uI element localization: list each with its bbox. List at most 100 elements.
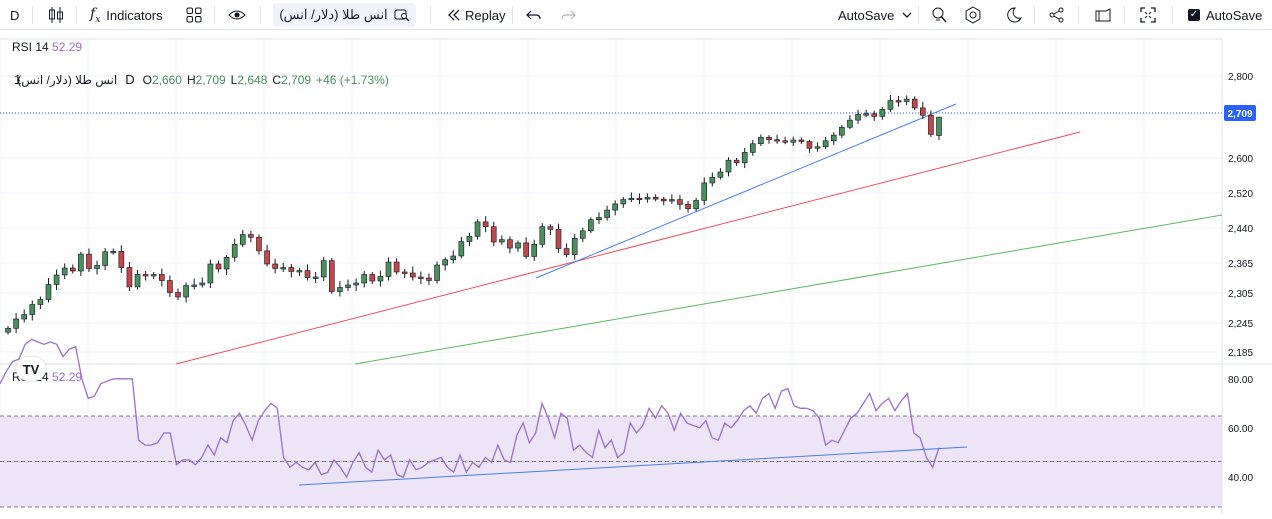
divider xyxy=(214,6,215,24)
symbol-search-button[interactable]: انس طلا (دلار/ انس) xyxy=(273,3,416,27)
divider xyxy=(1034,6,1035,24)
candle xyxy=(320,256,327,281)
candle xyxy=(766,135,772,144)
legend-open: 2,660 xyxy=(152,73,182,87)
candle xyxy=(418,271,424,284)
candle xyxy=(377,270,384,287)
legend-open-label: O xyxy=(143,73,152,87)
price-tick-label: 2,520 xyxy=(1228,189,1253,200)
candle xyxy=(741,147,748,169)
rsi-trendline[interactable] xyxy=(298,446,968,486)
candle xyxy=(612,200,618,216)
candle xyxy=(677,195,683,210)
chart-svg[interactable]: 2,800 2,600 2,520 2,440 2,365 2,305 2,245 2,185… xyxy=(0,31,1272,514)
undo-button[interactable] xyxy=(526,0,542,30)
divider xyxy=(1172,6,1173,24)
snapshot-button[interactable] xyxy=(1094,0,1112,30)
candle xyxy=(118,245,125,273)
hide-button[interactable] xyxy=(228,0,246,30)
logo-text: TV xyxy=(22,361,40,377)
candle xyxy=(733,158,740,166)
candle xyxy=(175,288,181,300)
lamp-icon xyxy=(932,7,947,23)
candle xyxy=(312,272,319,283)
candle xyxy=(895,95,902,107)
candle xyxy=(539,223,546,248)
candle xyxy=(61,263,68,279)
candles-icon xyxy=(49,7,63,23)
rsi-axis[interactable]: 80.00 60.00 40.00 xyxy=(1228,375,1253,484)
candle xyxy=(555,223,562,253)
candle xyxy=(434,261,440,284)
candle xyxy=(207,259,214,288)
candle xyxy=(596,212,602,225)
interval-label: D xyxy=(10,7,20,23)
candle xyxy=(523,237,529,259)
divider xyxy=(76,6,77,24)
candle xyxy=(288,264,295,278)
autosave-dropdown[interactable]: AutoSave xyxy=(838,0,912,30)
price-tick-label: 2,440 xyxy=(1228,224,1253,235)
candle xyxy=(458,236,465,259)
candle xyxy=(701,177,708,206)
price-tick-label: 2,600 xyxy=(1228,154,1253,165)
candle xyxy=(911,96,918,111)
price-axis[interactable]: 2,800 2,600 2,520 2,440 2,365 2,305 2,245 2,185 xyxy=(1228,72,1253,359)
trendline-blue[interactable] xyxy=(535,103,957,279)
legend-high: 2,709 xyxy=(196,73,226,87)
candle xyxy=(863,109,869,118)
lamp-button[interactable] xyxy=(930,0,948,30)
candle xyxy=(86,248,92,272)
candle xyxy=(248,230,254,243)
autosave-checkbox-label: AutoSave xyxy=(1206,7,1263,23)
indicators-button[interactable]: fx Indicators xyxy=(90,0,163,30)
tradingview-logo[interactable]: TV xyxy=(16,357,46,381)
fullscreen-icon xyxy=(1140,7,1156,23)
candle xyxy=(183,282,189,303)
candle xyxy=(159,268,165,287)
candle xyxy=(774,134,780,144)
chart-type-button[interactable] xyxy=(48,0,64,30)
candle xyxy=(361,271,368,288)
candle xyxy=(110,248,117,255)
chart-area[interactable]: 2,800 2,600 2,520 2,440 2,365 2,305 2,245 2,185… xyxy=(0,31,1272,514)
candle xyxy=(855,109,861,124)
trendline-green[interactable] xyxy=(354,214,1223,365)
divider xyxy=(918,6,919,24)
candle xyxy=(296,268,303,276)
legend-symbol: انس طلا (دلار/ انس) xyxy=(17,73,117,87)
settings-button[interactable] xyxy=(964,0,982,30)
autosave-checkbox[interactable]: ✓ AutoSave xyxy=(1188,0,1262,30)
candle xyxy=(936,116,942,140)
replay-icon xyxy=(448,9,460,21)
redo-button[interactable] xyxy=(560,0,576,30)
candle xyxy=(264,244,270,267)
candle xyxy=(871,110,878,121)
theme-button[interactable] xyxy=(1006,0,1022,30)
candle xyxy=(142,271,149,281)
fullscreen-button[interactable] xyxy=(1140,0,1156,30)
candle xyxy=(231,238,238,262)
replay-button[interactable]: Replay xyxy=(447,0,505,30)
search-icon xyxy=(394,9,410,22)
candle xyxy=(102,248,108,270)
candle xyxy=(782,136,788,145)
templates-button[interactable] xyxy=(186,0,202,30)
share-button[interactable] xyxy=(1048,0,1066,30)
candle xyxy=(94,260,100,275)
candle xyxy=(725,157,732,177)
interval-button[interactable]: D xyxy=(10,0,19,30)
candle xyxy=(887,94,894,113)
candle xyxy=(167,275,173,297)
candle xyxy=(571,234,578,260)
candle xyxy=(256,234,262,255)
candle xyxy=(53,269,60,290)
price-tick-label: 2,185 xyxy=(1228,348,1253,359)
candle xyxy=(37,296,44,309)
replay-label: Replay xyxy=(465,7,506,23)
candle xyxy=(150,272,157,279)
candle xyxy=(547,224,554,235)
check-icon: ✓ xyxy=(1188,9,1200,21)
trendline-red[interactable] xyxy=(175,131,1081,365)
legend-close: 2,709 xyxy=(281,73,311,87)
